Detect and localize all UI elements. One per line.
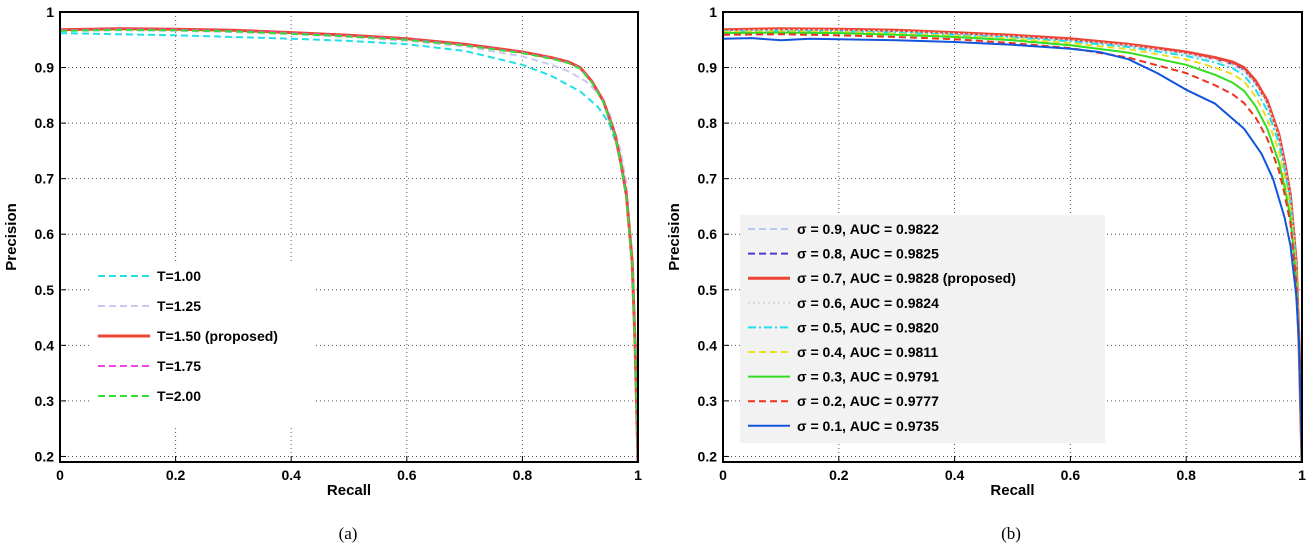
y-tick-label-a: 0.4 [35,337,55,353]
y-tick-label-b: 1 [709,4,717,20]
legend-label-b-5: σ = 0.4, AUC = 0.9811 [797,344,938,360]
x-tick-label-a: 0.6 [397,467,417,483]
x-tick-label-a: 0.2 [166,467,186,483]
series-line-b-4 [723,29,1302,462]
legend-label-b-6: σ = 0.3, AUC = 0.9791 [797,369,939,385]
panel-b-chart: (b) 0 0.2 0.4 0.6 0.8 10.20.30.40.50.60.70.80… [666,4,1306,543]
series-line-a-4 [60,28,638,462]
x-tick-label-a: 0 [56,467,64,483]
y-tick-label-a: 0.2 [35,448,55,464]
legend-label-b-8: σ = 0.1, AUC = 0.9735 [797,418,939,434]
y-axis-label-b: Precision [666,203,683,271]
legend-label-a-4: T=2.00 [157,388,201,404]
y-tick-label-a: 0.8 [35,115,55,131]
y-tick-label-a: 0.6 [35,226,55,242]
x-tick-label-b: 0.2 [829,467,849,483]
panel-b-caption: (b) [1001,524,1021,543]
y-tick-label-a: 1 [46,4,54,20]
legend-a: T=1.00 T=1.25 T=1.50 (proposed) T=1.75 T=2.0… [90,262,315,428]
y-tick-label-a: 0.9 [35,60,55,76]
legend-box-a [90,262,315,428]
x-tick-label-a: 0.8 [513,467,533,483]
y-tick-label-b: 0.2 [698,448,718,464]
y-tick-label-b: 0.7 [698,171,718,187]
panel-a-caption: (a) [339,524,358,543]
legend-label-b-3: σ = 0.6, AUC = 0.9824 [797,295,939,311]
legend-box-b [740,215,1105,443]
legend-label-b-1: σ = 0.8, AUC = 0.9825 [797,246,939,262]
legend-label-b-2: σ = 0.7, AUC = 0.9828 (proposed) [797,270,1016,286]
axes-frame-a [59,11,639,463]
legend-label-b-4: σ = 0.5, AUC = 0.9820 [797,319,939,335]
y-tick-label-a: 0.3 [35,393,55,409]
y-tick-label-b: 0.8 [698,115,718,131]
y-tick-label-b: 0.5 [698,282,718,298]
legend-label-a-1: T=1.25 [157,298,201,314]
series-group-a [60,27,638,462]
panel-a-chart: (a) 0 0.2 0.4 0.6 0.8 10.20.30.40.50.60.70.80… [3,4,642,543]
x-axis-label-a: Recall [327,482,371,499]
y-tick-label-b: 0.9 [698,60,718,76]
legend-b: σ = 0.9, AUC = 0.9822 σ = 0.8, AUC = 0.98… [740,215,1105,443]
axes-frame-b [722,11,1303,463]
legend-label-a-0: T=1.00 [157,268,201,284]
y-axis-label-a: Precision [3,203,20,271]
x-tick-label-a: 1 [634,467,642,483]
y-tick-label-a: 0.7 [35,171,55,187]
series-line-b-2 [723,27,1302,462]
y-tick-label-a: 0.5 [35,282,55,298]
legend-label-a-2: T=1.50 (proposed) [157,328,278,344]
y-tick-label-b: 0.3 [698,393,718,409]
x-tick-label-b: 0.4 [945,467,965,483]
series-group-b [723,27,1302,462]
y-tick-label-b: 0.4 [698,337,718,353]
x-axis-label-b: Recall [990,482,1034,499]
x-tick-label-b: 1 [1298,467,1306,483]
legend-label-a-3: T=1.75 [157,358,201,374]
x-tick-label-b: 0.6 [1061,467,1081,483]
legend-label-b-0: σ = 0.9, AUC = 0.9822 [797,221,939,237]
x-tick-label-b: 0 [719,467,727,483]
y-tick-label-b: 0.6 [698,226,718,242]
x-tick-label-b: 0.8 [1176,467,1196,483]
series-line-b-6 [723,31,1302,462]
series-line-b-8 [723,37,1302,462]
x-tick-label-a: 0.4 [281,467,301,483]
series-line-b-7 [723,33,1302,462]
legend-label-b-7: σ = 0.2, AUC = 0.9777 [797,393,939,409]
